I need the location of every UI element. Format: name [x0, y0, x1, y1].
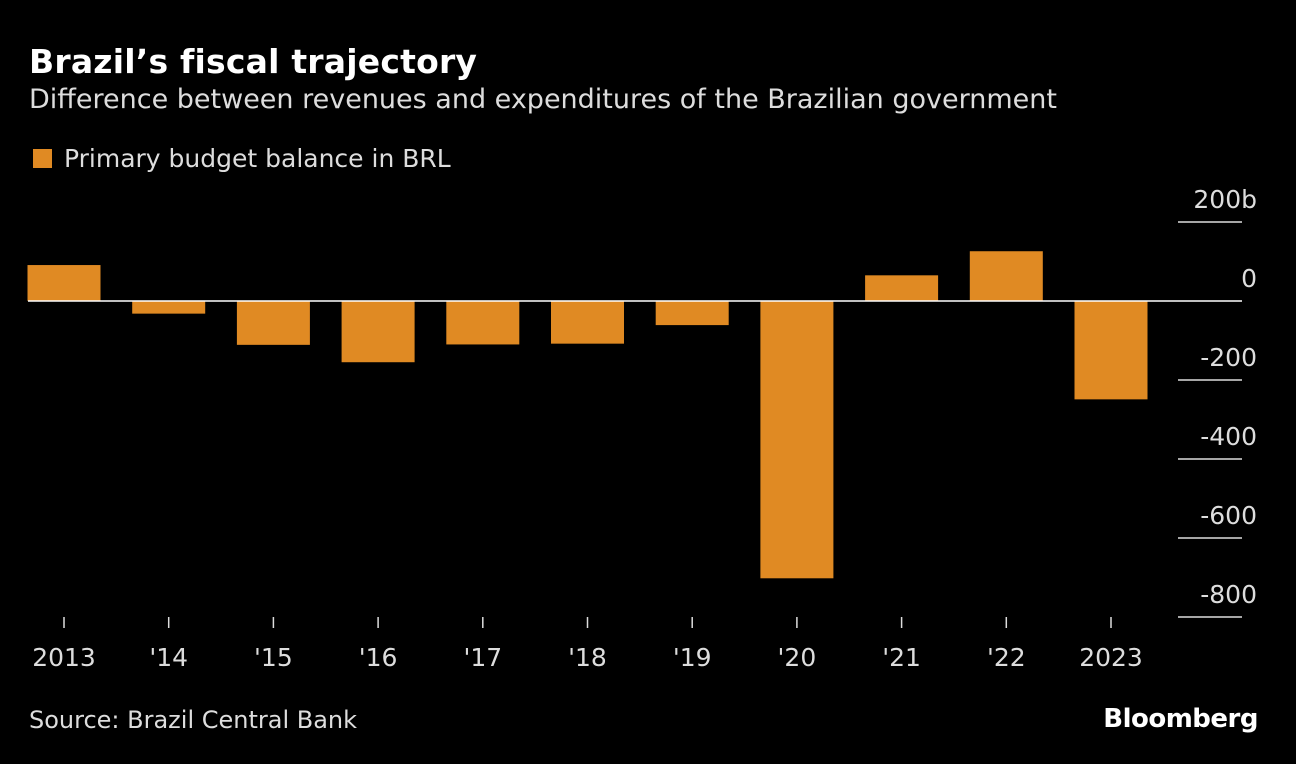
chart-subtitle: Difference between revenues and expendit…	[29, 84, 1057, 115]
legend-swatch	[33, 149, 52, 168]
bar-'17	[446, 301, 520, 345]
bar-'15	[236, 301, 310, 345]
bloomberg-logo: Bloomberg	[1103, 704, 1258, 734]
x-tick-label: '22	[987, 643, 1026, 672]
x-tick-label: '19	[673, 643, 712, 672]
bar-'14	[132, 301, 206, 314]
x-tick-label: '14	[149, 643, 188, 672]
x-tick-label: '16	[359, 643, 398, 672]
y-tick-label: 0	[1241, 264, 1257, 293]
bar-'21	[865, 275, 939, 301]
bar-2013	[27, 265, 101, 301]
y-tick-label: -200	[1200, 343, 1257, 372]
x-tick-label: '15	[254, 643, 293, 672]
chart-title: Brazil’s fiscal trajectory	[29, 42, 478, 81]
bar-'19	[655, 301, 729, 326]
bar-'18	[551, 301, 624, 344]
bar-'20	[760, 301, 834, 579]
y-tick-label: -800	[1200, 580, 1257, 609]
x-tick-label: 2023	[1079, 643, 1143, 672]
x-tick-label: '21	[882, 643, 921, 672]
source-note: Source: Brazil Central Bank	[29, 706, 358, 734]
x-tick-label: 2013	[32, 643, 96, 672]
y-tick-label: -400	[1200, 422, 1257, 451]
bar-'22	[969, 251, 1043, 301]
y-tick-label: 200b	[1193, 185, 1257, 214]
bar-2023	[1074, 301, 1148, 400]
x-tick-label: '18	[568, 643, 607, 672]
legend: Primary budget balance in BRL	[33, 144, 451, 173]
x-tick-label: '17	[463, 643, 502, 672]
legend-label: Primary budget balance in BRL	[64, 144, 451, 173]
y-tick-label: -600	[1200, 501, 1257, 530]
bar-'16	[341, 301, 415, 363]
x-tick-label: '20	[778, 643, 817, 672]
